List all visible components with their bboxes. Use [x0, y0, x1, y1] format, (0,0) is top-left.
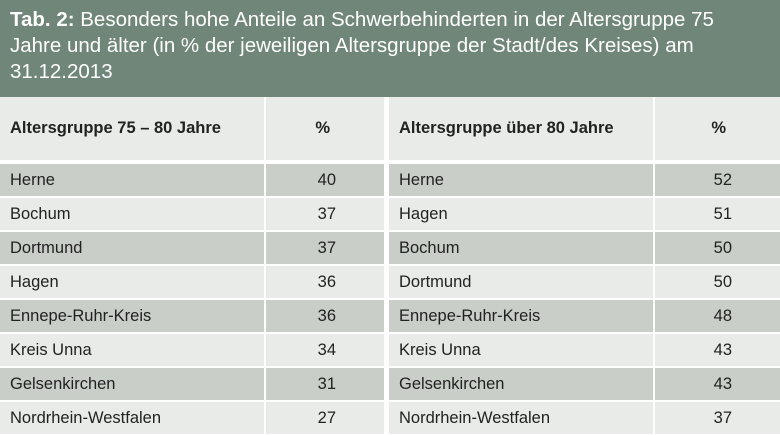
- percent-cell: 31: [264, 368, 384, 402]
- percent-cell: 43: [653, 334, 780, 368]
- region-cell: Gelsenkirchen: [0, 368, 264, 402]
- percent-cell: 37: [264, 198, 384, 232]
- region-cell: Nordrhein-Westfalen: [389, 402, 653, 436]
- column-header-percent: %: [264, 97, 384, 164]
- table-age-over-80: Altersgruppe über 80 Jahre % Herne 52 Ha…: [389, 97, 780, 436]
- table-row: Dortmund 50: [389, 266, 780, 300]
- region-cell: Herne: [389, 164, 653, 198]
- table-divider: [384, 97, 389, 436]
- region-cell: Dortmund: [389, 266, 653, 300]
- table-row: Bochum 50: [389, 232, 780, 266]
- percent-cell: 50: [653, 232, 780, 266]
- region-cell: Bochum: [389, 232, 653, 266]
- percent-cell: 50: [653, 266, 780, 300]
- table-row: Nordrhein-Westfalen 27: [0, 402, 384, 436]
- table-row: Herne 52: [389, 164, 780, 198]
- table-row: Ennepe-Ruhr-Kreis 36: [0, 300, 384, 334]
- region-cell: Hagen: [389, 198, 653, 232]
- table-header-row: Altersgruppe 75 – 80 Jahre %: [0, 97, 384, 164]
- column-header-age-group: Altersgruppe 75 – 80 Jahre: [0, 97, 264, 164]
- table-row: Ennepe-Ruhr-Kreis 48: [389, 300, 780, 334]
- table-row: Gelsenkirchen 43: [389, 368, 780, 402]
- table-row: Herne 40: [0, 164, 384, 198]
- table-row: Gelsenkirchen 31: [0, 368, 384, 402]
- caption-label: Tab. 2:: [10, 8, 75, 31]
- table-row: Kreis Unna 43: [389, 334, 780, 368]
- column-header-age-group: Altersgruppe über 80 Jahre: [389, 97, 653, 164]
- percent-cell: 43: [653, 368, 780, 402]
- table-row: Nordrhein-Westfalen 37: [389, 402, 780, 436]
- percent-cell: 37: [653, 402, 780, 436]
- percent-cell: 52: [653, 164, 780, 198]
- percent-cell: 27: [264, 402, 384, 436]
- percent-cell: 36: [264, 266, 384, 300]
- table-age-75-80: Altersgruppe 75 – 80 Jahre % Herne 40 Bo…: [0, 97, 384, 436]
- region-cell: Herne: [0, 164, 264, 198]
- caption-text: Besonders hohe Anteile an Schwerbehinder…: [10, 8, 714, 83]
- table-row: Hagen 51: [389, 198, 780, 232]
- table-row: Hagen 36: [0, 266, 384, 300]
- table-header-row: Altersgruppe über 80 Jahre %: [389, 97, 780, 164]
- tables-container: Altersgruppe 75 – 80 Jahre % Herne 40 Bo…: [0, 97, 780, 436]
- percent-cell: 36: [264, 300, 384, 334]
- region-cell: Dortmund: [0, 232, 264, 266]
- region-cell: Kreis Unna: [389, 334, 653, 368]
- region-cell: Hagen: [0, 266, 264, 300]
- percent-cell: 37: [264, 232, 384, 266]
- table-row: Bochum 37: [0, 198, 384, 232]
- region-cell: Ennepe-Ruhr-Kreis: [389, 300, 653, 334]
- region-cell: Ennepe-Ruhr-Kreis: [0, 300, 264, 334]
- table-row: Dortmund 37: [0, 232, 384, 266]
- table-row: Kreis Unna 34: [0, 334, 384, 368]
- percent-cell: 34: [264, 334, 384, 368]
- region-cell: Gelsenkirchen: [389, 368, 653, 402]
- table-caption: Tab. 2: Besonders hohe Anteile an Schwer…: [0, 0, 780, 97]
- region-cell: Bochum: [0, 198, 264, 232]
- region-cell: Kreis Unna: [0, 334, 264, 368]
- percent-cell: 48: [653, 300, 780, 334]
- percent-cell: 51: [653, 198, 780, 232]
- percent-cell: 40: [264, 164, 384, 198]
- region-cell: Nordrhein-Westfalen: [0, 402, 264, 436]
- column-header-percent: %: [653, 97, 780, 164]
